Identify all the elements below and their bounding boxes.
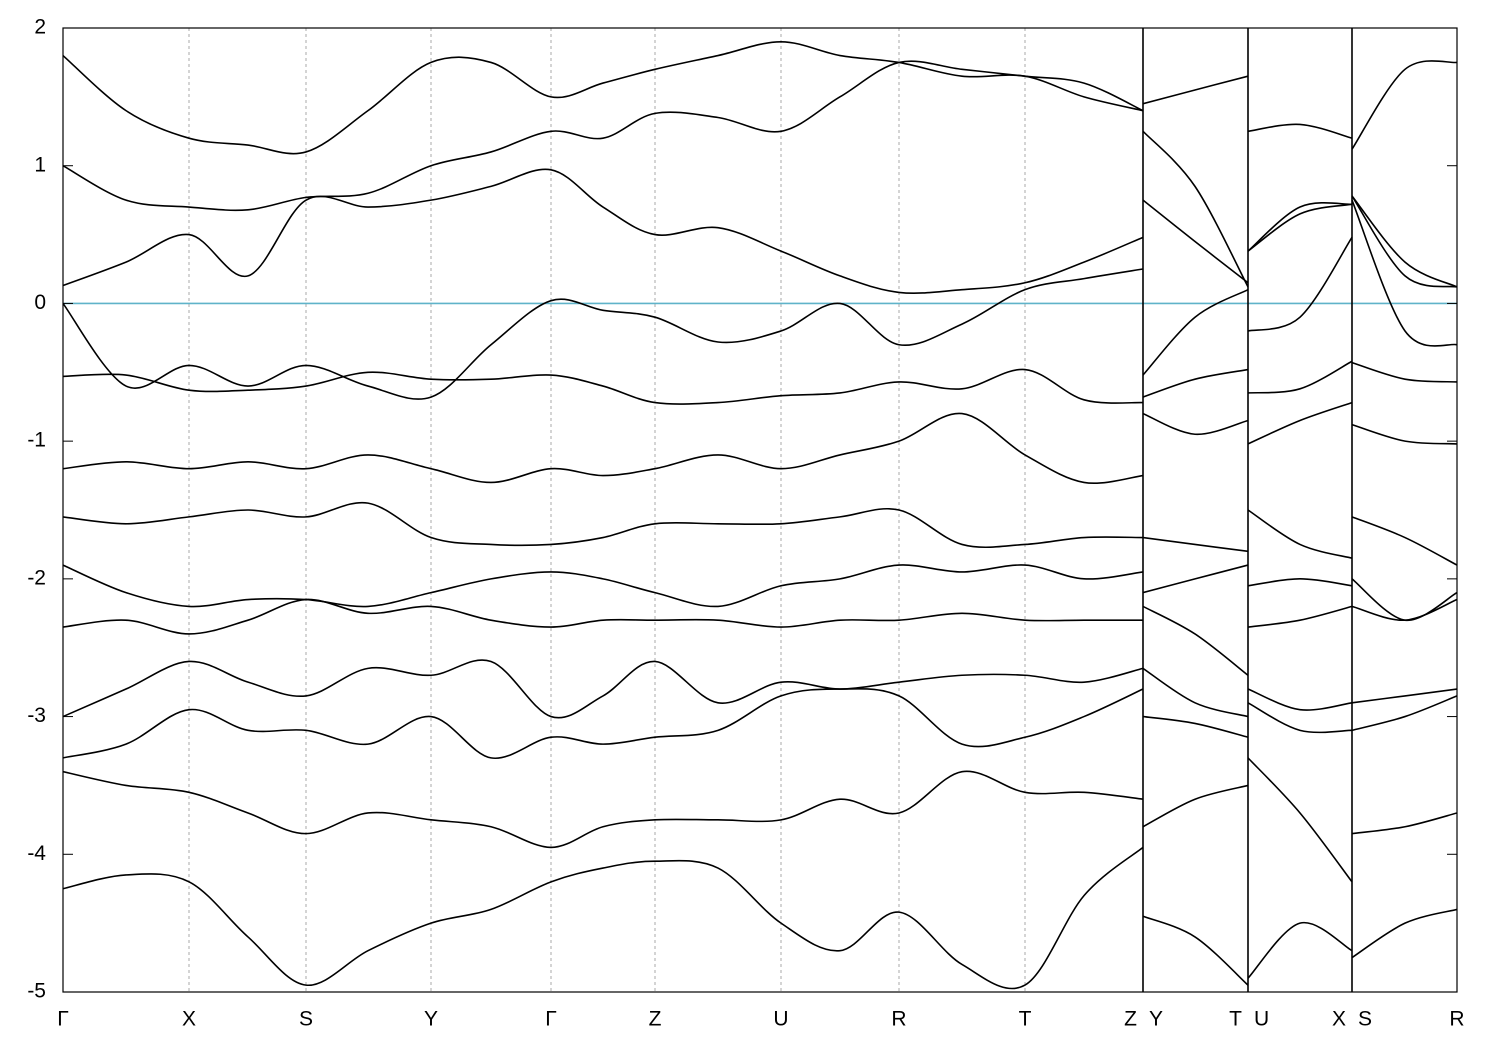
band-line: [63, 168, 1457, 294]
band-line: [63, 199, 1457, 400]
x-tick-label: S: [1358, 1008, 1372, 1031]
x-tick-label: U: [773, 1008, 788, 1031]
band-line: [63, 598, 1457, 676]
band-line: [63, 564, 1457, 621]
y-tick-label: -1: [27, 429, 46, 452]
y-tick-label: 2: [34, 16, 46, 39]
y-tick-label: 0: [34, 291, 46, 314]
band-line: [63, 687, 1457, 759]
x-tick-label: Y: [1149, 1008, 1163, 1031]
x-tick-label: R: [891, 1008, 906, 1031]
x-tick-label: U: [1254, 1008, 1269, 1031]
band-line: [63, 659, 1457, 719]
x-tick-label: Γ: [545, 1008, 557, 1031]
y-tick-label: -3: [27, 704, 46, 727]
y-tick-label: -4: [27, 842, 46, 865]
axes: 210-1-2-3-4-5Γ X S Y Γ Z U R T Z Y T U X S R: [27, 16, 1464, 1031]
band-line: [63, 501, 1457, 566]
x-tick-label: T: [1229, 1008, 1242, 1031]
band-line: [63, 40, 1457, 155]
band-line: [63, 757, 1457, 883]
x-tick-label: X: [182, 1008, 196, 1031]
x-tick-label: Z: [649, 1008, 662, 1031]
y-tick-label: -2: [27, 566, 46, 589]
band-line: [63, 846, 1457, 990]
y-tick-label: 1: [34, 153, 46, 176]
x-tick-label: T: [1019, 1008, 1032, 1031]
x-tick-label: Γ: [57, 1008, 69, 1031]
band-line: [63, 401, 1457, 484]
x-tick-label: S: [299, 1008, 313, 1031]
bands: [63, 40, 1457, 990]
x-tick-label: R: [1449, 1008, 1464, 1031]
plot-frame: [62, 27, 1458, 993]
band-line: [63, 360, 1457, 405]
x-tick-label: X: [1332, 1008, 1346, 1031]
x-tick-label: Z: [1124, 1008, 1137, 1031]
x-tick-label: Y: [424, 1008, 438, 1031]
band-line: [63, 60, 1457, 288]
y-tick-label: -5: [27, 980, 46, 1003]
